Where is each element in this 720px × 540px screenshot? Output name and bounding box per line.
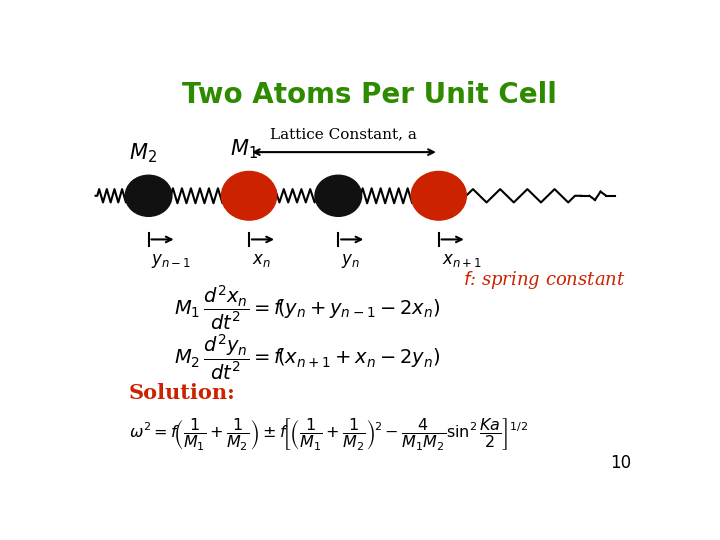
Text: $\omega^2 = f\!\left(\dfrac{1}{M_1}+\dfrac{1}{M_2}\right) \pm f\!\left[\left(\df: $\omega^2 = f\!\left(\dfrac{1}{M_1}+\dfr… [129, 416, 528, 452]
Text: Solution:: Solution: [129, 383, 236, 403]
Text: $x_{n+1}$: $x_{n+1}$ [441, 252, 482, 269]
Text: $M_1\,\dfrac{d^2x_n}{dt^2} = f\!\left(y_n + y_{n-1} - 2x_n\right)$: $M_1\,\dfrac{d^2x_n}{dt^2} = f\!\left(y_… [174, 283, 441, 332]
Text: $M_2\,\dfrac{d^2y_n}{dt^2} = f\!\left(x_{n+1} + x_n - 2y_n\right)$: $M_2\,\dfrac{d^2y_n}{dt^2} = f\!\left(x_… [174, 333, 441, 382]
Ellipse shape [222, 172, 276, 220]
Ellipse shape [125, 176, 172, 217]
Text: $M_2$: $M_2$ [129, 141, 157, 165]
Text: 10: 10 [610, 454, 631, 472]
Text: Two Atoms Per Unit Cell: Two Atoms Per Unit Cell [181, 82, 557, 110]
Ellipse shape [411, 172, 467, 220]
Text: $f$: spring constant: $f$: spring constant [463, 268, 626, 291]
Text: Lattice Constant, a: Lattice Constant, a [271, 128, 418, 141]
Text: $y_{n-1}$: $y_{n-1}$ [151, 252, 192, 270]
Ellipse shape [315, 176, 361, 217]
Text: $x_n$: $x_n$ [252, 252, 271, 269]
Text: $y_n$: $y_n$ [341, 252, 360, 270]
Text: $M_1$: $M_1$ [230, 138, 257, 161]
